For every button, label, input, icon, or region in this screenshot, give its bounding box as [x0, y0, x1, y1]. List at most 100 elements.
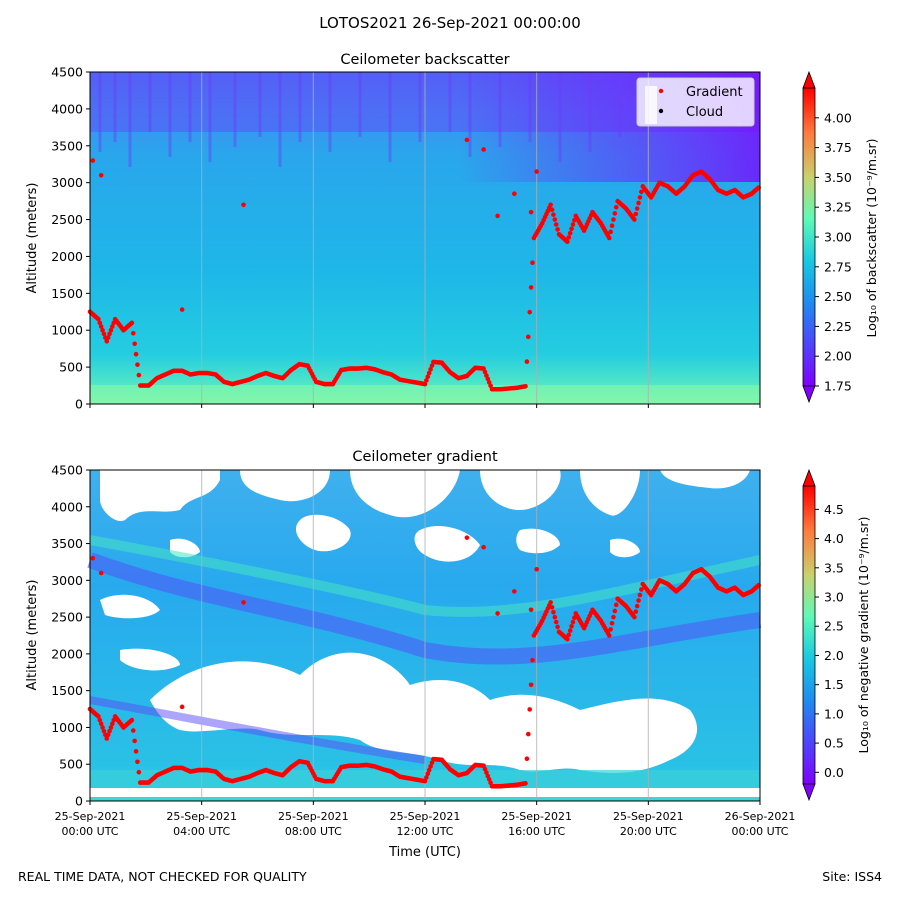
- top-panel: Ceilometer backscatter 0 500 1000 1500 2000 2…: [25, 52, 879, 412]
- gradient-point: [464, 535, 470, 540]
- gradient-point: [136, 769, 142, 775]
- y-tick-label: 1500: [51, 286, 83, 301]
- x-tick-time: 20:00 UTC: [620, 825, 677, 838]
- y-tick-label: 2500: [51, 610, 83, 625]
- y-tick-label: 3500: [51, 138, 83, 153]
- gradient-point: [481, 544, 486, 550]
- top-colorbar: 1.75 2.00 2.25 2.50 2.75 3.00 3.25 3.50 3.75 4.00…: [802, 70, 879, 404]
- gradient-point: [608, 627, 613, 632]
- gradient-point: [96, 714, 101, 719]
- gradient-point: [534, 567, 539, 572]
- colorbar-tick-label: 3.5: [824, 560, 844, 575]
- y-tick-label: 3500: [51, 536, 83, 551]
- gradient-point: [634, 206, 640, 211]
- x-tick-date: 25-Sep-2021: [166, 810, 237, 823]
- gradient-point: [534, 169, 539, 174]
- x-tick-time: 00:00 UTC: [731, 825, 788, 838]
- bottom-panel-title: Ceilometer gradient: [352, 449, 498, 465]
- gradient-point: [486, 380, 492, 385]
- y-tick-label: 0: [75, 794, 83, 809]
- top-grid: [201, 72, 649, 404]
- gradient-point: [553, 222, 559, 227]
- gradient-point: [422, 381, 428, 387]
- y-tick-label: 2500: [51, 212, 83, 227]
- gradient-point: [97, 320, 103, 326]
- top-colorbar-down-arrow: [802, 385, 816, 404]
- top-legend: Gradient Cloud: [636, 77, 755, 127]
- x-tick-date: 25-Sep-2021: [501, 810, 572, 823]
- gradient-point: [632, 217, 637, 222]
- colorbar-tick-label: 3.25: [824, 200, 852, 215]
- gradient-point: [96, 316, 101, 322]
- gradient-point: [637, 592, 643, 598]
- gradient-point: [530, 657, 535, 663]
- gradient-point: [90, 555, 96, 561]
- gradient-point: [130, 330, 136, 336]
- gradient-point: [428, 367, 433, 372]
- gradient-point: [523, 781, 528, 786]
- gradient-point: [609, 620, 615, 626]
- y-tick-label: 4000: [51, 499, 83, 514]
- gradient-point: [98, 172, 104, 178]
- gradient-point: [528, 682, 534, 688]
- gradient-point: [135, 759, 140, 765]
- gradient-point: [613, 204, 619, 210]
- gradient-point: [136, 372, 142, 378]
- bottom-x-axis: 25-Sep-2021 00:00 UTC 25-Sep-2021 04:00 UTC…: [55, 801, 795, 838]
- gradient-point: [633, 609, 639, 614]
- gradient-point: [549, 207, 555, 213]
- gradient-point: [570, 222, 576, 227]
- x-tick-time: 12:00 UTC: [396, 825, 453, 838]
- gradient-point: [482, 369, 488, 375]
- gradient-point: [101, 728, 107, 734]
- gradient-point: [424, 378, 429, 383]
- x-tick-time: 16:00 UTC: [508, 825, 565, 838]
- gradient-point: [426, 767, 432, 773]
- gradient-point: [105, 732, 111, 738]
- gradient-nodata-upper: [100, 470, 750, 562]
- bottom-colorbar-ticks: 0.0 0.5 1.0 1.5 2.0 2.5 3.0 3.5 4.0 4.5: [815, 502, 844, 780]
- gradient-point: [549, 605, 555, 610]
- gradient-point: [481, 147, 486, 152]
- gradient-point: [464, 137, 470, 143]
- site-label: Site: ISS4: [822, 869, 882, 884]
- gradient-point: [565, 239, 570, 244]
- top-panel-title: Ceilometer backscatter: [340, 52, 509, 68]
- x-tick-date: 25-Sep-2021: [390, 810, 461, 823]
- y-tick-label: 1000: [51, 323, 83, 338]
- y-tick-label: 4500: [51, 463, 83, 478]
- gradient-point: [606, 235, 612, 241]
- gradient-point: [425, 771, 431, 777]
- gradient-point: [551, 609, 556, 615]
- backscatter-stripes: [98, 72, 622, 167]
- gradient-point: [105, 335, 111, 340]
- colorbar-tick-label: 3.0: [824, 590, 844, 605]
- y-tick-label: 3000: [51, 175, 83, 190]
- gradient-point: [611, 614, 616, 620]
- gradient-point: [495, 213, 500, 219]
- y-tick-label: 4000: [51, 101, 83, 116]
- gradient-point: [528, 209, 534, 215]
- legend-box: [636, 77, 755, 127]
- gradient-point: [104, 338, 110, 344]
- gradient-point: [179, 704, 185, 710]
- x-tick-date: 25-Sep-2021: [278, 810, 349, 823]
- colorbar-tick-label: 3.00: [824, 230, 852, 245]
- y-tick-label: 500: [59, 757, 83, 772]
- gradient-point: [567, 230, 573, 236]
- gradient-point: [98, 721, 104, 727]
- gradient-point: [552, 614, 558, 620]
- gradient-point: [98, 570, 104, 576]
- colorbar-tick-label: 0.0: [824, 765, 844, 780]
- gradient-point: [525, 731, 531, 737]
- colorbar-tick-label: 1.5: [824, 677, 844, 692]
- figure-title: LOTOS2021 26-Sep-2021 00:00:00: [319, 14, 581, 32]
- colorbar-tick-label: 1.75: [824, 379, 852, 394]
- colorbar-tick-label: 4.5: [824, 502, 844, 517]
- gradient-point: [524, 359, 530, 364]
- top-colorbar-up-arrow: [802, 70, 816, 89]
- gradient-point: [632, 614, 637, 620]
- y-tick-label: 1500: [51, 683, 83, 698]
- top-y-axis-label: Altitude (meters): [25, 183, 40, 294]
- gradient-point: [488, 383, 493, 389]
